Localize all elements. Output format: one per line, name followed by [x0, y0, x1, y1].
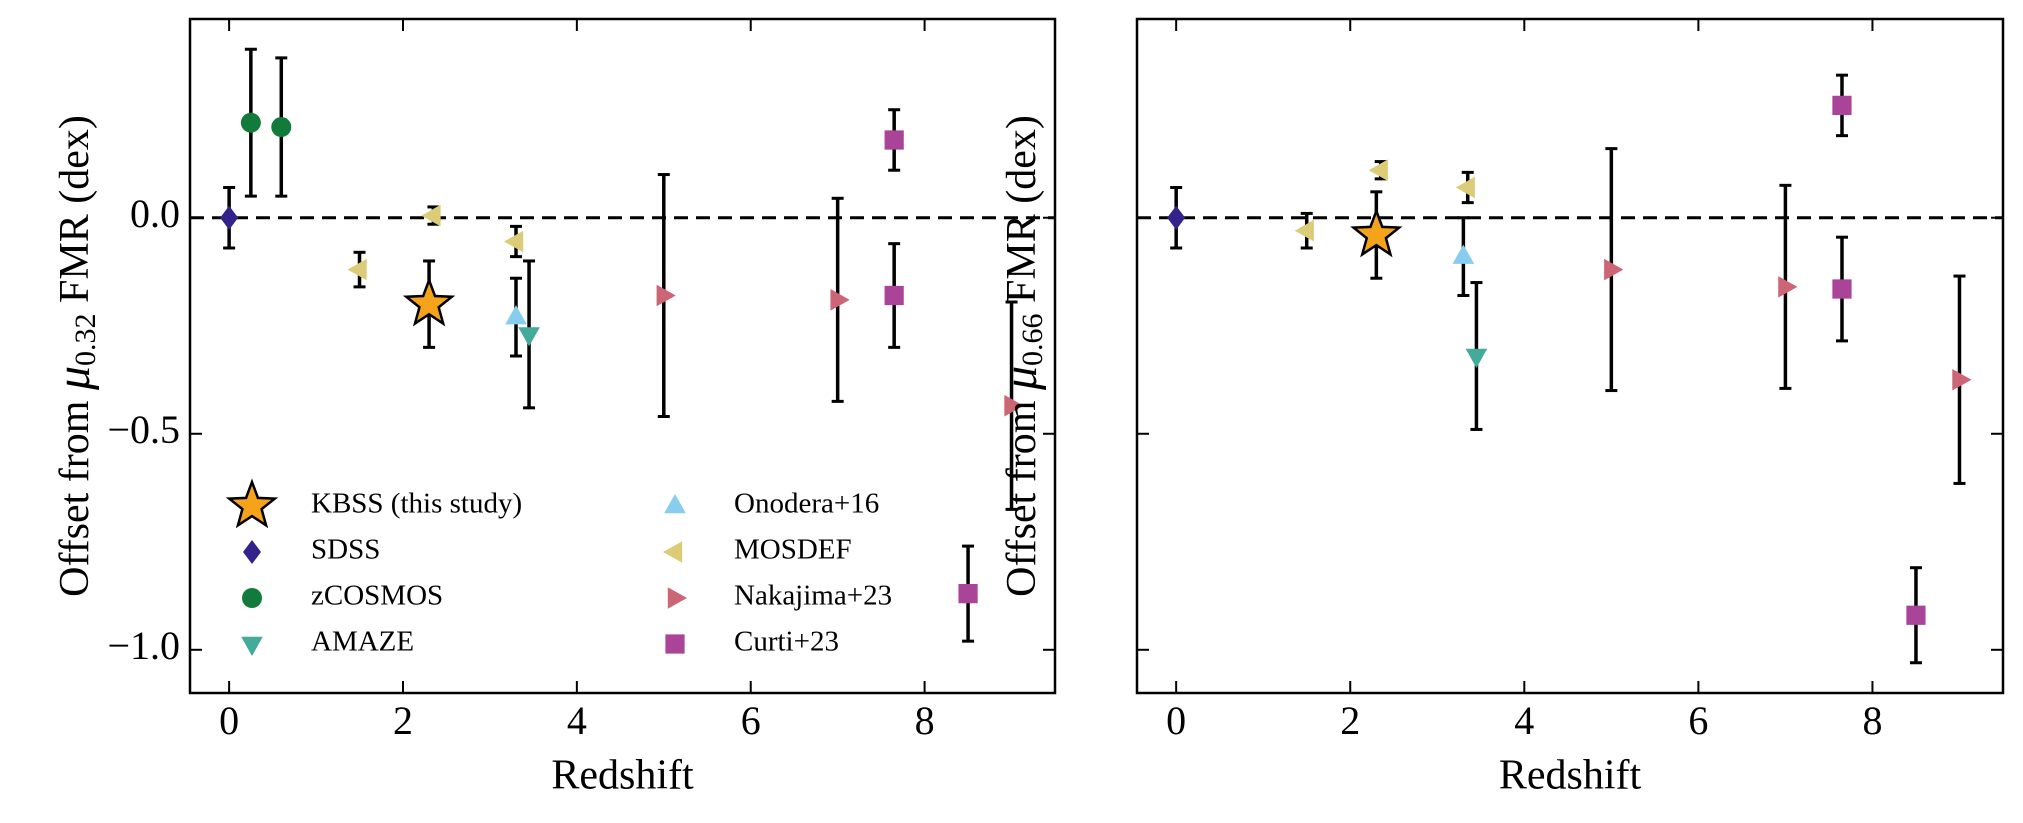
marker — [242, 588, 262, 608]
x-tick-label: 2 — [393, 698, 413, 743]
marker — [1832, 279, 1852, 299]
marker — [1350, 207, 1403, 258]
marker — [240, 112, 261, 133]
y-tick-label: 0.0 — [130, 191, 180, 236]
marker — [402, 276, 456, 327]
marker — [665, 634, 685, 654]
legend-label: SDSS — [311, 534, 380, 566]
legend-label: zCOSMOS — [311, 580, 443, 612]
x-tick-label: 4 — [567, 698, 587, 743]
marker — [1368, 159, 1388, 182]
marker — [664, 494, 686, 514]
legend-label: Curti+23 — [734, 626, 839, 658]
marker — [1452, 244, 1475, 264]
marker — [220, 205, 239, 230]
marker — [243, 540, 261, 564]
y-axis-label-part: FMR (dex) — [52, 115, 98, 313]
x-axis-label: Redshift — [1499, 753, 1642, 799]
legend-entry: Nakajima+23 — [667, 580, 892, 612]
legend-label: KBSS (this study) — [311, 488, 522, 520]
x-tick-label: 0 — [1166, 698, 1186, 743]
y-axis-label-part: FMR (dex) — [999, 115, 1045, 313]
x-tick-label: 6 — [741, 698, 761, 743]
marker — [1294, 219, 1314, 242]
marker — [1455, 176, 1475, 199]
legend-entry: zCOSMOS — [242, 580, 443, 612]
legend: KBSS (this study) SDSS zCOSMOS AMAZE Onodera… — [225, 478, 892, 658]
legend-entry: Curti+23 — [665, 626, 839, 658]
y-axis-label-part: Offset from — [52, 390, 98, 597]
marker — [667, 587, 687, 609]
x-axis-label: Redshift — [551, 753, 694, 799]
plot-frame — [1135, 17, 2005, 695]
plot-frame — [188, 17, 1057, 695]
marker — [663, 541, 683, 563]
legend-entry: SDSS — [243, 534, 380, 566]
x-tick-label: 4 — [1514, 698, 1534, 743]
marker — [1004, 394, 1024, 417]
legend-label: AMAZE — [311, 626, 414, 658]
legend-label: Nakajima+23 — [734, 580, 892, 612]
marker — [1832, 95, 1852, 116]
x-tick-label: 8 — [1862, 698, 1882, 743]
marker — [505, 305, 527, 325]
marker — [958, 584, 978, 604]
y-axis-label: Offset from μ0.32 FMR (dex) — [47, 115, 102, 597]
legend-entry: AMAZE — [241, 626, 414, 658]
marker — [241, 636, 263, 656]
marker — [1167, 205, 1186, 230]
legend-entry: MOSDEF — [663, 534, 852, 566]
y-axis-label-part: Offset from — [999, 390, 1045, 597]
marker — [518, 327, 540, 347]
marker — [271, 117, 292, 138]
x-tick-label: 0 — [219, 698, 239, 743]
marker — [421, 204, 441, 227]
legend-entry: KBSS (this study) — [225, 478, 522, 529]
marker — [347, 258, 367, 281]
marker — [1952, 368, 1972, 391]
legend-label: MOSDEF — [734, 534, 852, 566]
y-tick-label: −1.0 — [107, 623, 180, 668]
marker — [884, 130, 904, 150]
marker — [1604, 258, 1624, 281]
marker — [1906, 605, 1926, 625]
marker — [1465, 348, 1488, 368]
y-axis-label-part: μ — [994, 366, 1047, 391]
y-tick-label: −0.5 — [107, 407, 180, 452]
y-axis-label: Offset from μ0.66 FMR (dex) — [994, 115, 1049, 597]
marker — [225, 478, 279, 529]
legend-label: Onodera+16 — [734, 488, 879, 520]
panel: 0 2 4 6 8 Redshift Offset from μ0.66 FMR (dex) — [994, 17, 2005, 799]
marker — [1778, 276, 1798, 298]
legend-entry: Onodera+16 — [664, 488, 879, 520]
x-tick-label: 8 — [915, 698, 935, 743]
y-axis-label-part: 0.66 — [1016, 313, 1049, 366]
marker — [884, 285, 904, 306]
marker — [656, 284, 676, 307]
x-tick-label: 6 — [1688, 698, 1708, 743]
y-axis-label-part: μ — [47, 366, 100, 391]
marker — [504, 230, 524, 253]
y-axis-label-part: 0.32 — [69, 313, 102, 366]
x-tick-label: 2 — [1340, 698, 1360, 743]
marker — [830, 289, 850, 311]
